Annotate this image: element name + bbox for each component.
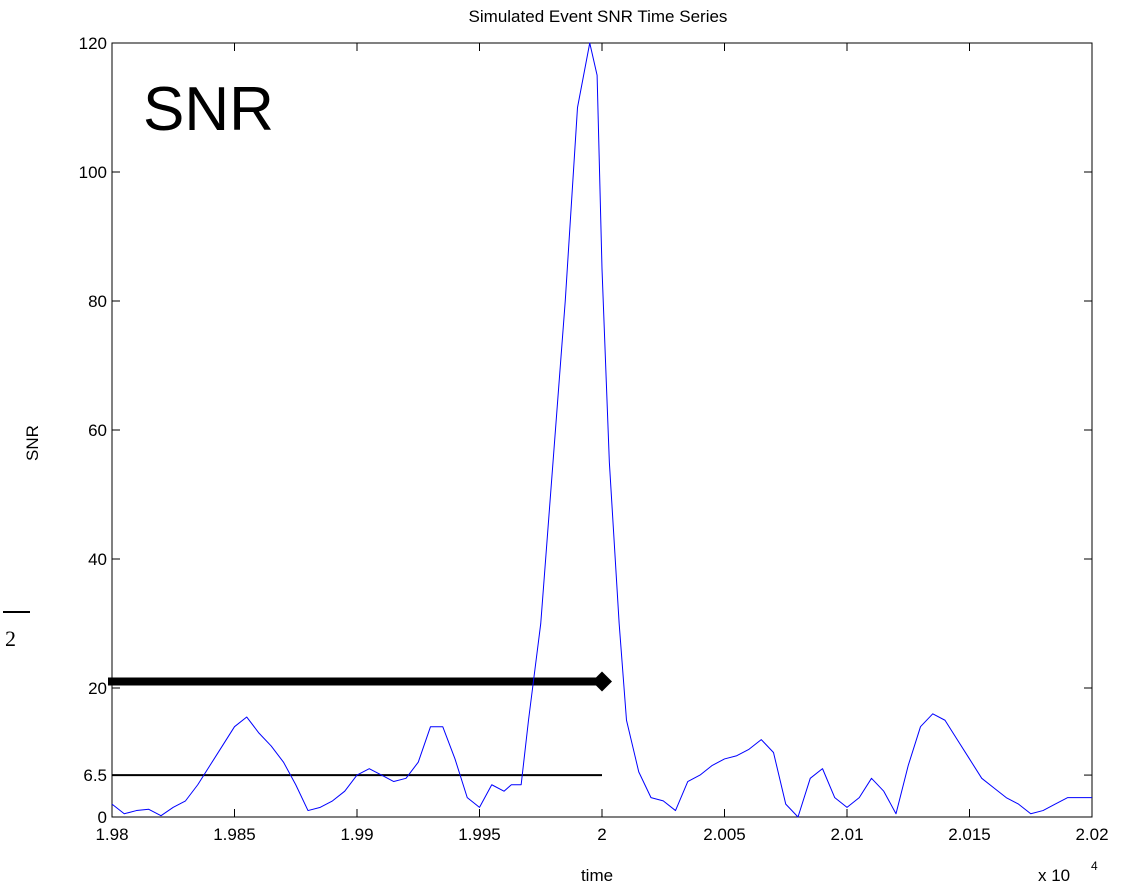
ticks-layer	[111, 42, 1093, 818]
x-tick-label: 1.98	[95, 825, 128, 844]
y-tick-label: 0	[98, 808, 107, 827]
series-layer	[111, 42, 1092, 818]
y-tick-label: 100	[79, 163, 107, 182]
x-axis-label: time	[581, 866, 613, 885]
x-tick-label: 1.985	[213, 825, 256, 844]
x-multiplier-base: x 10	[1038, 866, 1070, 885]
x-tick-label: 2.005	[703, 825, 746, 844]
y-tick-label: 20	[88, 679, 107, 698]
x-tick-label: 2	[597, 825, 606, 844]
x-multiplier: x 10 4	[1038, 859, 1098, 885]
inset-snr-label: SNR	[143, 75, 274, 144]
x-multiplier-exponent: 4	[1091, 859, 1098, 873]
x-tick-label: 2.01	[830, 825, 863, 844]
arrow-head-diamond	[592, 671, 612, 692]
x-tick-label: 2.015	[948, 825, 991, 844]
snr-series-line	[111, 42, 1092, 818]
ticklabel-layer: 1.98 1.985 1.99 1.995 2 2.005 2.01 2.015 2.02 0 6.…	[79, 34, 1109, 844]
chart-title: Simulated Event SNR Time Series	[469, 7, 728, 26]
plot-frame	[111, 42, 1093, 818]
y-tick-label: 60	[88, 421, 107, 440]
y-axis-label: SNR	[23, 425, 42, 461]
y-tick-label: 80	[88, 292, 107, 311]
x-tick-label: 1.99	[340, 825, 373, 844]
y-tick-label: 120	[79, 34, 107, 53]
x-tick-label: 2.02	[1075, 825, 1108, 844]
y-tick-label: 40	[88, 550, 107, 569]
x-tick-label: 1.995	[458, 825, 501, 844]
side-annotation-number: 2	[5, 626, 16, 651]
y-tick-label: 6.5	[83, 766, 107, 785]
